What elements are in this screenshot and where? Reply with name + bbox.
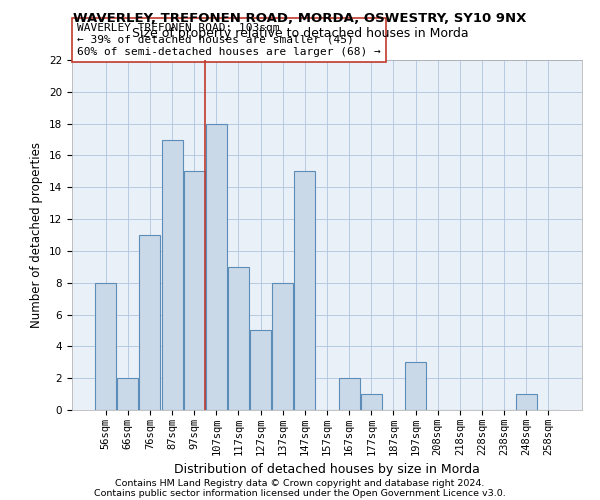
Bar	[228, 267, 249, 410]
Text: Contains public sector information licensed under the Open Government Licence v3: Contains public sector information licen…	[94, 488, 506, 498]
Bar	[95, 282, 116, 410]
Bar	[295, 172, 316, 410]
Bar	[338, 378, 359, 410]
Text: WAVERLEY, TREFONEN ROAD, MORDA, OSWESTRY, SY10 9NX: WAVERLEY, TREFONEN ROAD, MORDA, OSWESTRY…	[73, 12, 527, 26]
X-axis label: Distribution of detached houses by size in Morda: Distribution of detached houses by size …	[174, 464, 480, 476]
Bar	[250, 330, 271, 410]
Bar	[118, 378, 139, 410]
Bar	[139, 235, 160, 410]
Text: Size of property relative to detached houses in Morda: Size of property relative to detached ho…	[131, 28, 469, 40]
Y-axis label: Number of detached properties: Number of detached properties	[31, 142, 43, 328]
Bar	[405, 362, 426, 410]
Bar	[184, 172, 205, 410]
Bar	[272, 282, 293, 410]
Bar	[161, 140, 182, 410]
Bar	[361, 394, 382, 410]
Text: WAVERLEY TREFONEN ROAD: 103sqm
← 39% of detached houses are smaller (45)
60% of : WAVERLEY TREFONEN ROAD: 103sqm ← 39% of …	[77, 24, 381, 56]
Bar	[206, 124, 227, 410]
Bar	[515, 394, 536, 410]
Text: Contains HM Land Registry data © Crown copyright and database right 2024.: Contains HM Land Registry data © Crown c…	[115, 478, 485, 488]
